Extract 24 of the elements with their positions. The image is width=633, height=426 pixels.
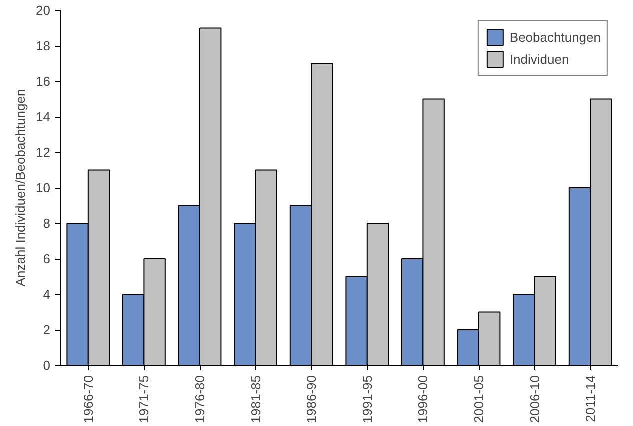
y-tick-label: 10 [36, 180, 51, 196]
x-tick-label: 2006-10 [527, 375, 542, 424]
x-tick-label: 1991-95 [360, 375, 375, 424]
y-tick-label: 12 [36, 145, 51, 160]
legend-label: Individuen [510, 52, 570, 66]
y-tick-label: 14 [36, 110, 51, 124]
x-tick-label: 1986-90 [304, 375, 320, 424]
x-tick-label: 1981-85 [248, 375, 264, 424]
x-tick-label: 2001-05 [472, 375, 486, 424]
y-tick-label: 4 [43, 287, 51, 302]
y-tick-label: 2 [43, 322, 51, 338]
y-tick-label: 20 [36, 3, 51, 18]
y-tick-label: 18 [36, 38, 51, 54]
x-tick-label: 1966-70 [80, 375, 96, 424]
x-tick-label: 1971-75 [136, 375, 152, 424]
legend-label: Beobachtungen [510, 30, 601, 44]
y-axis-title: Anzahl Individuen/Beobachtungen [13, 89, 28, 287]
y-tick-label: 6 [43, 252, 51, 266]
y-tick-label: 16 [36, 74, 51, 89]
x-tick-label: 1976-80 [192, 375, 208, 424]
y-tick-label: 8 [43, 216, 51, 231]
x-tick-label: 1996-00 [416, 375, 431, 424]
y-tick-label: 0 [43, 358, 51, 373]
x-tick-label: 2011-14 [583, 375, 598, 422]
